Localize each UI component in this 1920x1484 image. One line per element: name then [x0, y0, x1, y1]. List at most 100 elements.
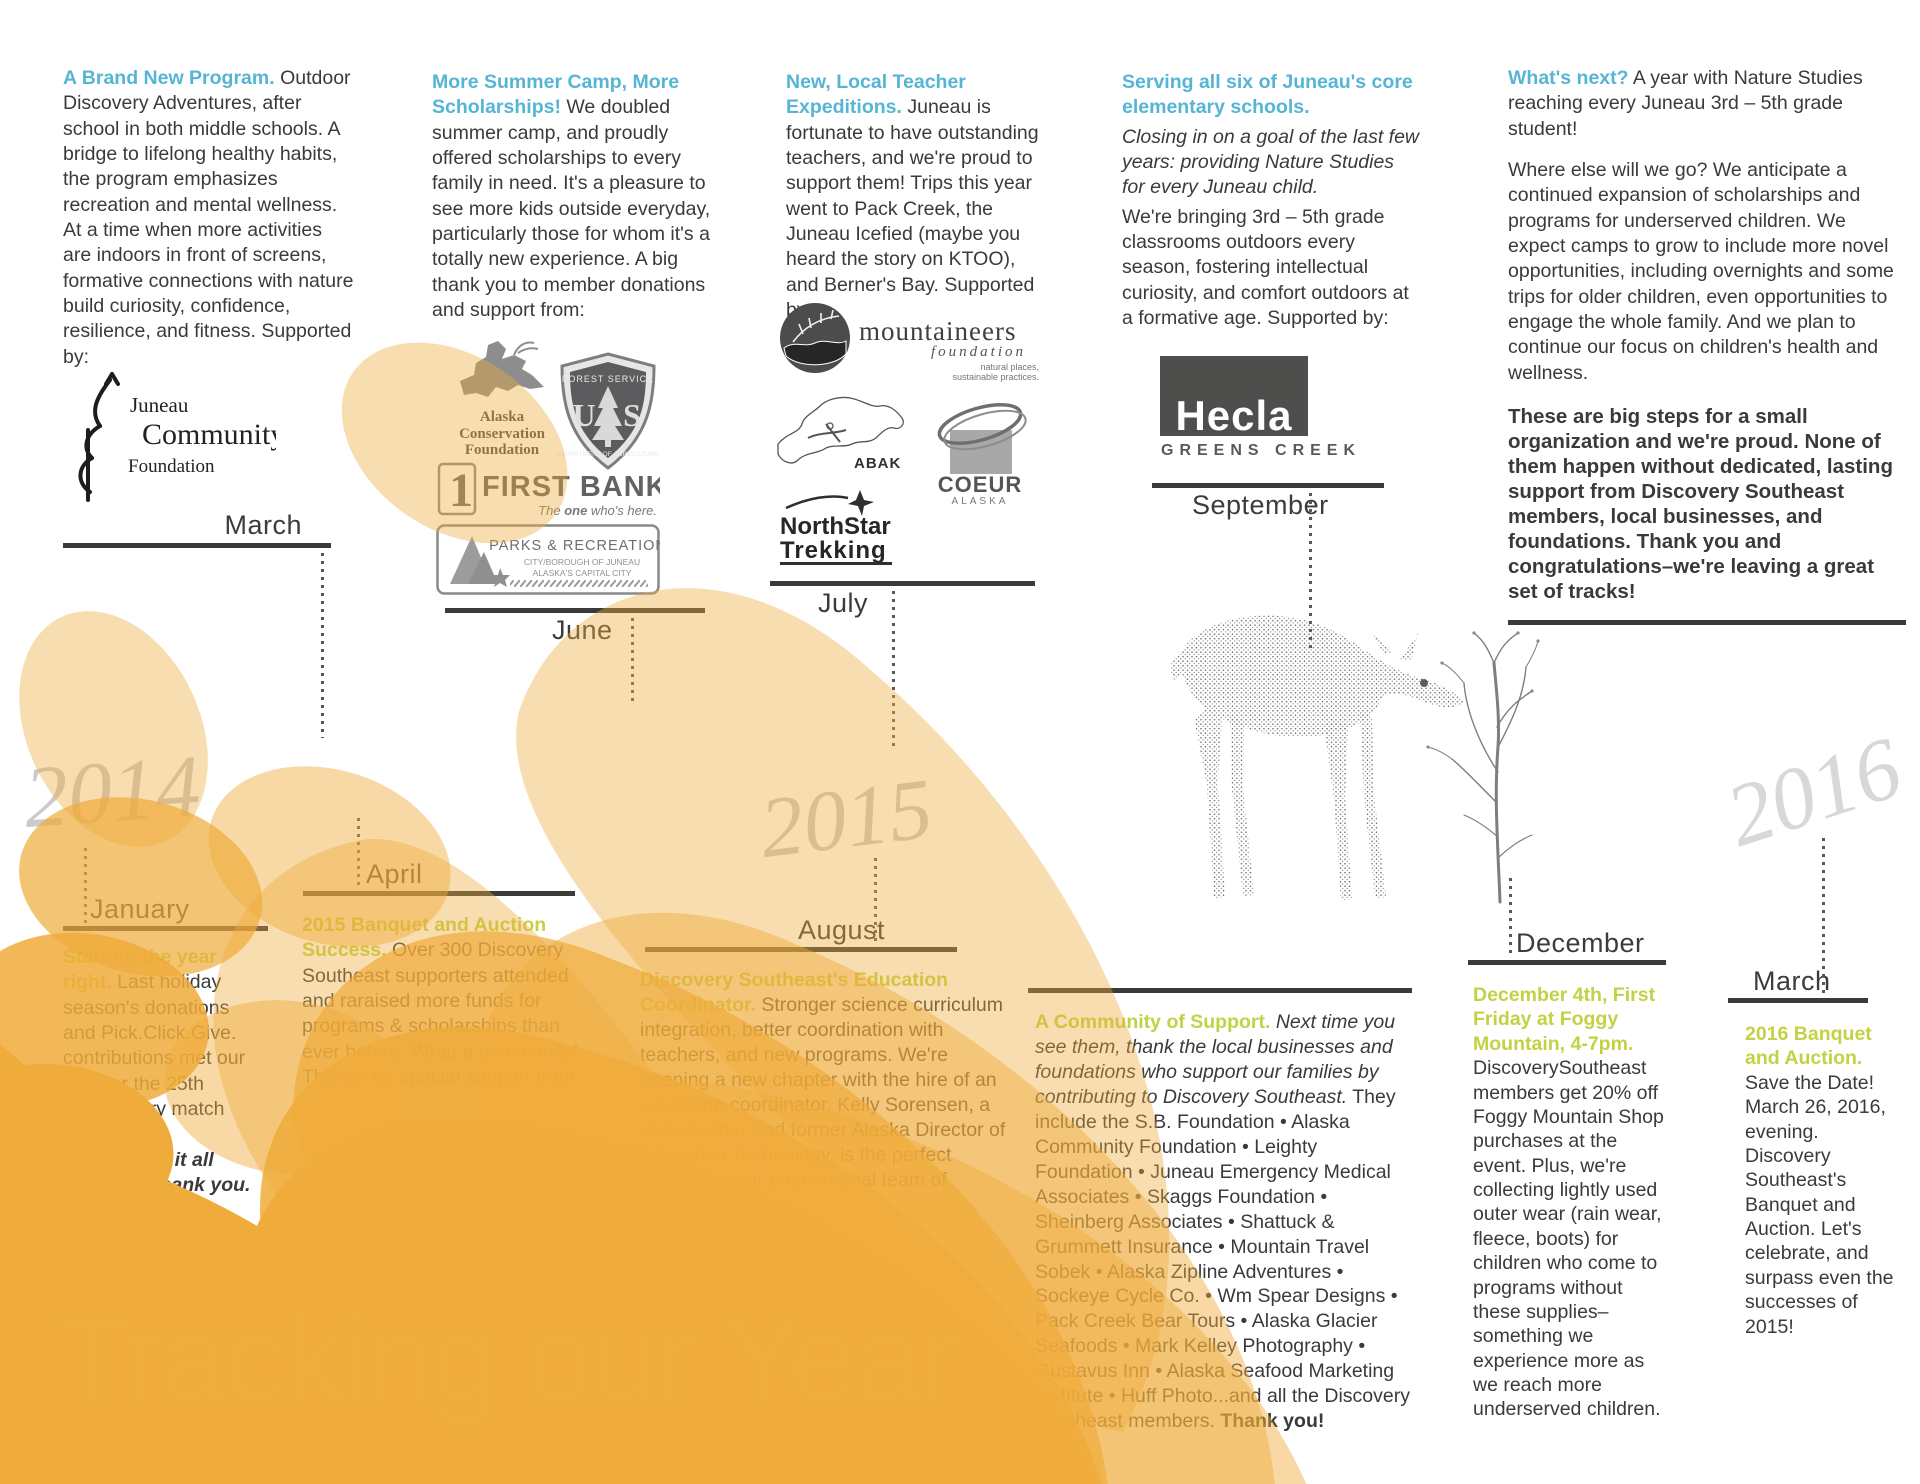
timeline-rule-march2014: [63, 543, 331, 548]
section-body: They include the S.B. Foundation • Alask…: [1035, 1085, 1410, 1433]
logo-text: DEPARTMENT OF AGRICULTURE: [557, 451, 660, 458]
logo-text: Foundation: [128, 456, 215, 477]
timeline-rule-september: [1152, 483, 1384, 488]
logo-text: FOREST SERVICE: [562, 374, 654, 384]
section-heading: A Brand New Program.: [63, 67, 275, 89]
logo-text: COEUR: [938, 472, 1022, 497]
section-heading: December 4th, First Friday at Foggy Moun…: [1473, 984, 1656, 1055]
section-heading: New, Local Teacher Expeditions.: [786, 71, 966, 119]
section-community-support: A Community of Support. Next time you se…: [1035, 1010, 1417, 1448]
logo-text: Trekking: [780, 537, 887, 564]
logo-text: foundation: [931, 344, 1026, 360]
logo-text: S: [623, 397, 641, 433]
section-body: Over 300 Discovery Southeast supporters …: [302, 939, 581, 1089]
section-education-coordinator: Discovery Southeast's Education Coordina…: [640, 968, 1012, 1232]
timeline-rule-community: [1028, 988, 1412, 993]
section-heading: Serving all six of Juneau's core element…: [1122, 71, 1413, 119]
logo-text: Foundation: [465, 442, 540, 458]
logo-text: Alaska: [480, 409, 525, 425]
coeur-alaska-logo: COEUR ALASKA: [937, 402, 1027, 506]
section-heading: What's next?: [1508, 67, 1629, 89]
logo-text: ADVENTURES: [349, 1255, 464, 1267]
timeline-rule-march2016: [1728, 998, 1868, 1003]
timeline-rule-june: [445, 608, 705, 613]
timeline-month-march2014: March: [224, 510, 302, 540]
section-elementary-schools: Serving all six of Juneau's core element…: [1122, 70, 1422, 345]
section-body: We doubled summer camp, and proudly offe…: [432, 96, 711, 322]
abak-logo: ABAK: [777, 396, 904, 472]
timeline-rule-january: [63, 926, 268, 931]
timeline-month-august: August: [798, 915, 886, 945]
timeline-month-january: January: [90, 894, 190, 924]
section-body-italic: Closing in on a goal of the last few yea…: [1122, 125, 1420, 199]
timeline-dotted-june: [631, 618, 634, 703]
logo-text: CITY/BOROUGH OF JUNEAU: [524, 557, 640, 567]
section-body: We're bringing 3rd – 5th grade classroom…: [1122, 205, 1409, 330]
juneau-community-foundation-logo: Juneau Community Foundation: [78, 372, 276, 502]
logo-text: mountaineers: [859, 316, 1016, 346]
alaska-conservation-foundation-logo: Alaska Conservation Foundation: [459, 341, 546, 458]
section-whats-next: What's next? A year with Nature Studies …: [1508, 66, 1908, 626]
year-label-2014: 2014: [20, 737, 204, 848]
section-body: Stronger science curriculum integration,…: [640, 993, 1006, 1216]
page-title: Tracking our Year: [56, 1290, 960, 1426]
us-forest-service-logo: FOREST SERVICE U S DEPARTMENT OF AGRICUL…: [557, 352, 660, 470]
logo-text: Hecla: [1175, 392, 1293, 440]
logo-text: Conservation: [459, 426, 545, 442]
timeline-dotted-january: [84, 848, 87, 924]
section-foggy-mountain: December 4th, First Friday at Foggy Moun…: [1473, 983, 1671, 1436]
logo-text: ALASKA: [952, 496, 1009, 506]
timeline-dotted-march2014: [321, 553, 324, 738]
timeline-rule-july: [770, 581, 1035, 586]
logo-text: ALASKA'S CAPITAL CITY: [533, 568, 632, 578]
section-body: Outdoor Discovery Adventures, after scho…: [63, 67, 354, 368]
section-body: A year with Nature Studies reaching ever…: [1508, 67, 1863, 140]
logo-text: natural places,: [980, 362, 1039, 372]
logo-text: U: [572, 397, 595, 433]
logo-text: Un-Cruise: [346, 1223, 480, 1254]
un-cruise-adventures-logo: Un-Cruise ADVENTURES: [340, 1189, 492, 1267]
deer-browsing-illustration: [1170, 615, 1540, 904]
section-body: DiscoverySoutheast members get 20% off F…: [1473, 1057, 1664, 1421]
timeline-month-july: July: [818, 588, 869, 618]
timeline-dotted-july: [892, 591, 895, 751]
logo-text: Juneau: [130, 393, 189, 417]
northstar-trekking-logo: NorthStar Trekking: [780, 490, 892, 565]
hecla-greens-creek-logo: Hecla: [1160, 356, 1308, 440]
section-body-bold: These are big steps for a small organiza…: [1508, 405, 1893, 604]
logo-text: NorthStar: [780, 513, 891, 540]
section-heading: More Summer Camp, More Scholarships!: [432, 71, 680, 119]
section-heading: 2016 Banquet and Auction.: [1745, 1023, 1872, 1070]
logo-text: ABAK: [854, 455, 901, 472]
timeline-month-march2016: March: [1753, 966, 1831, 996]
logo-text: Community: [142, 418, 276, 451]
timeline-rule-april: [303, 891, 575, 896]
timeline-month-april: April: [366, 859, 423, 889]
logo-text: 1: [449, 464, 473, 517]
section-emphasis: Thank you!: [1220, 1410, 1325, 1433]
section-body: Juneau is fortunate to have outstanding …: [786, 96, 1039, 321]
section-starting-year: Starting the year right. Last holiday se…: [63, 945, 255, 1212]
timeline-month-june: June: [552, 615, 613, 645]
year-label-2016: 2016: [1715, 719, 1913, 866]
section-banquet-2015: 2015 Banquet and Auction Success. Over 3…: [302, 913, 602, 1104]
section-brand-new-program: A Brand New Program. Outdoor Discovery A…: [63, 66, 355, 384]
timeline-rule-august: [645, 947, 957, 952]
timeline-dotted-december: [1509, 878, 1512, 958]
section-body2: Where else will we go? We anticipate a c…: [1508, 159, 1894, 384]
year-label-2015: 2015: [754, 759, 938, 877]
section-banquet-2016: 2016 Banquet and Auction. Save the Date!…: [1745, 1022, 1905, 1353]
timeline-rule-december: [1468, 960, 1666, 965]
timeline-dotted-april: [357, 818, 360, 890]
timeline-dotted-august: [874, 858, 877, 946]
mountaineers-foundation-logo: mountaineers foundation natural places, …: [780, 303, 1039, 382]
section-emphasis: This makes it all possible, thank you.: [63, 1148, 251, 1197]
logo-tagline: The one who's here.: [538, 503, 657, 518]
hecla-greens-creek-sub: GREENS CREEK: [1161, 442, 1362, 459]
logo-text: sustainable practices.: [952, 372, 1039, 382]
logo-text: FIRST BANK: [482, 471, 660, 503]
timeline-dotted-march2016: [1822, 838, 1825, 996]
logo-text: PARKS & RECREATION: [489, 538, 660, 554]
timeline-month-december: December: [1516, 928, 1645, 958]
